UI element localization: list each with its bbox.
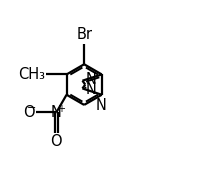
Text: N: N <box>51 105 62 120</box>
Text: O: O <box>51 134 62 149</box>
Text: N: N <box>86 82 97 97</box>
Text: N: N <box>86 72 97 87</box>
Text: CH₃: CH₃ <box>18 67 45 82</box>
Text: N: N <box>95 98 106 112</box>
Text: O: O <box>23 105 34 120</box>
Text: +: + <box>57 104 65 114</box>
Text: −: − <box>27 103 36 113</box>
Text: Br: Br <box>76 27 92 42</box>
